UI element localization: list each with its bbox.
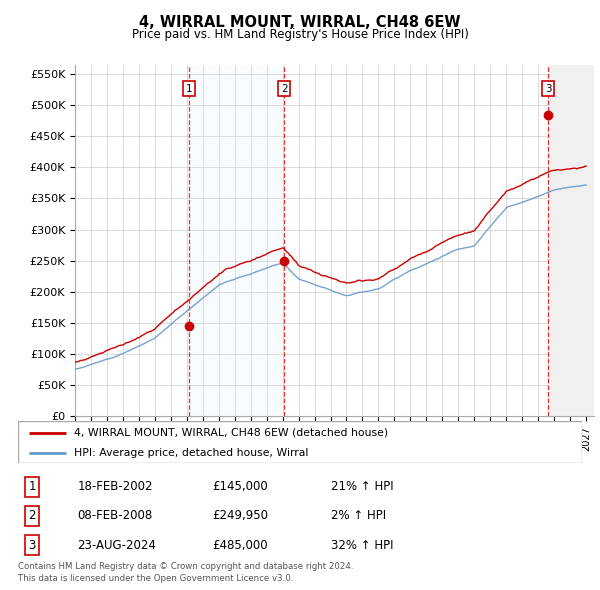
Text: Price paid vs. HM Land Registry's House Price Index (HPI): Price paid vs. HM Land Registry's House … — [131, 28, 469, 41]
Text: £249,950: £249,950 — [212, 509, 269, 523]
Text: 2: 2 — [281, 84, 287, 93]
Text: 2: 2 — [28, 509, 36, 523]
Text: 23-AUG-2024: 23-AUG-2024 — [77, 539, 156, 552]
Bar — [189, 65, 284, 416]
Text: 3: 3 — [545, 84, 551, 93]
Text: 3: 3 — [28, 539, 36, 552]
Text: 4, WIRRAL MOUNT, WIRRAL, CH48 6EW: 4, WIRRAL MOUNT, WIRRAL, CH48 6EW — [139, 15, 461, 30]
Text: Contains HM Land Registry data © Crown copyright and database right 2024.: Contains HM Land Registry data © Crown c… — [18, 562, 353, 571]
Text: 1: 1 — [28, 480, 36, 493]
Text: £485,000: £485,000 — [212, 539, 268, 552]
Text: HPI: Average price, detached house, Wirral: HPI: Average price, detached house, Wirr… — [74, 448, 309, 457]
Bar — [548, 65, 594, 416]
Text: 21% ↑ HPI: 21% ↑ HPI — [331, 480, 394, 493]
Text: 4, WIRRAL MOUNT, WIRRAL, CH48 6EW (detached house): 4, WIRRAL MOUNT, WIRRAL, CH48 6EW (detac… — [74, 428, 389, 438]
Bar — [548, 65, 594, 416]
Text: 32% ↑ HPI: 32% ↑ HPI — [331, 539, 394, 552]
Text: 2% ↑ HPI: 2% ↑ HPI — [331, 509, 386, 523]
FancyBboxPatch shape — [18, 421, 582, 463]
Text: 18-FEB-2002: 18-FEB-2002 — [77, 480, 153, 493]
Text: This data is licensed under the Open Government Licence v3.0.: This data is licensed under the Open Gov… — [18, 574, 293, 583]
Text: 1: 1 — [185, 84, 192, 93]
Text: 08-FEB-2008: 08-FEB-2008 — [77, 509, 152, 523]
Text: £145,000: £145,000 — [212, 480, 268, 493]
